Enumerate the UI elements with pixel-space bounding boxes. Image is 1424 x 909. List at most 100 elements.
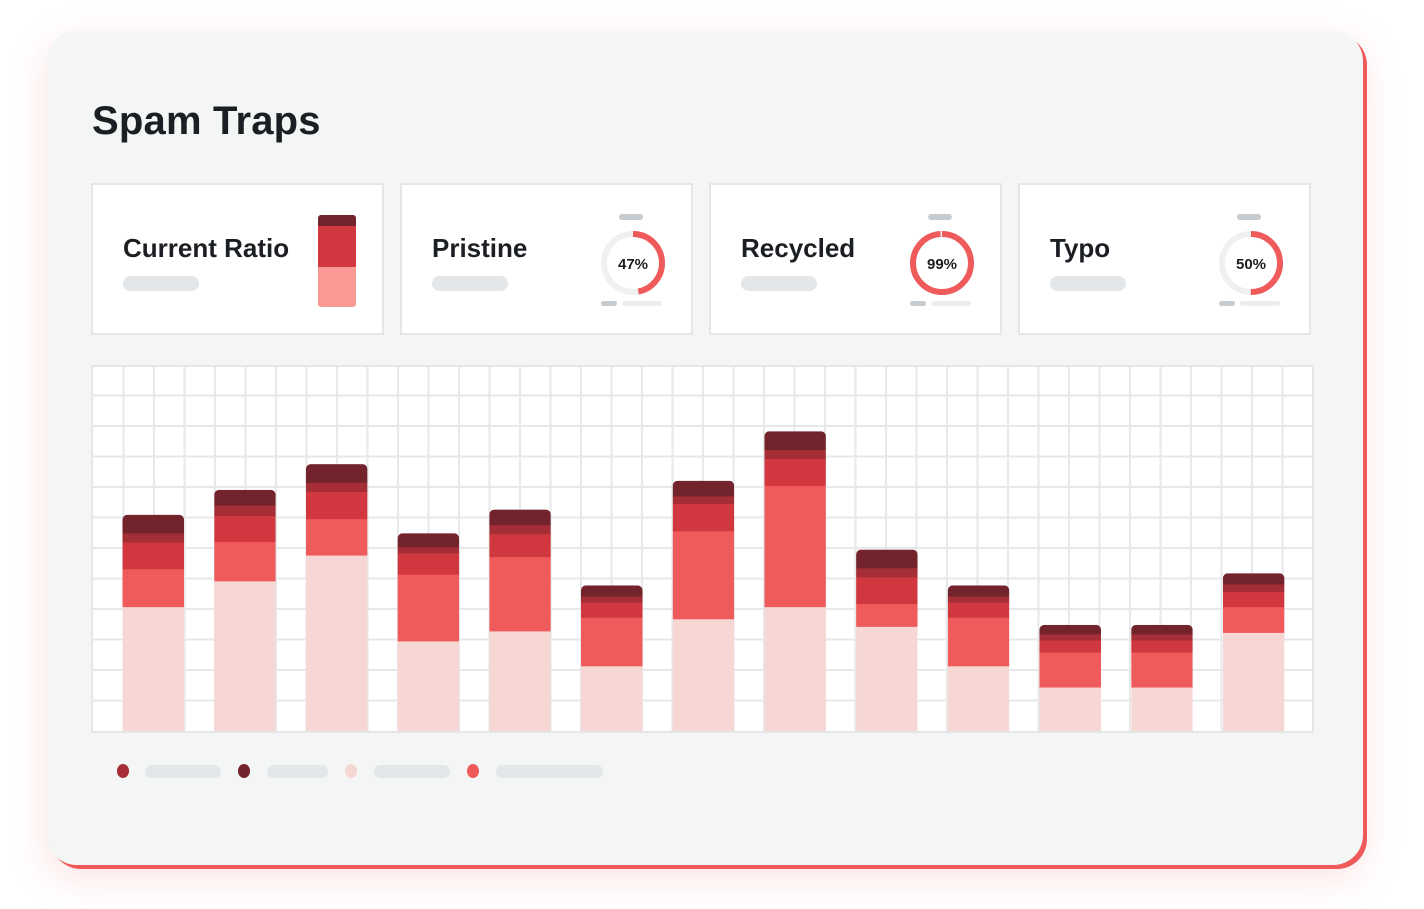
donut-indicator [619, 214, 643, 220]
bar-segment [489, 630, 551, 732]
bar-segment [489, 524, 551, 535]
donut-caption-a [601, 301, 617, 306]
bar-segment [947, 665, 1010, 732]
bar-segment [764, 458, 826, 486]
bar-segment [1131, 633, 1193, 641]
donut-chart [910, 231, 974, 295]
stat-label: Current Ratio [123, 233, 290, 263]
bar-segment [305, 518, 368, 556]
bar-segment [122, 542, 184, 570]
bar-segment [122, 514, 184, 534]
bar-segment [305, 464, 368, 483]
bar-segment [1222, 583, 1285, 592]
donut-caption-b [1240, 301, 1280, 306]
donut-arc [910, 231, 974, 295]
bar-segment [1131, 640, 1193, 653]
stat-card-recycled[interactable]: Recycled 99% [709, 183, 1002, 335]
bar-segment [947, 585, 1010, 597]
bar-segment [581, 602, 643, 618]
bar-stack [947, 585, 1010, 732]
bar-stack [672, 480, 735, 732]
recycled-donut: 99% [906, 211, 978, 311]
bar-segment [489, 533, 551, 558]
stat-placeholder [123, 276, 199, 291]
bar-segment [856, 549, 918, 569]
bar-segment [856, 626, 918, 732]
donut-indicator [928, 214, 952, 220]
bar-segment [214, 489, 276, 506]
bar-segment [397, 546, 460, 554]
bar-segment [489, 509, 551, 526]
bar-stack [397, 533, 460, 732]
bar-segment [581, 596, 643, 603]
bar-segment [397, 533, 460, 548]
stat-label: Recycled [741, 233, 856, 263]
stat-placeholder [741, 276, 817, 291]
typo-donut: 50% [1215, 211, 1287, 311]
bar-stack [581, 585, 643, 732]
bar-segment [1131, 687, 1193, 732]
bar-stack [764, 431, 826, 732]
donut-arc [1219, 231, 1283, 295]
legend-swatch [467, 764, 479, 778]
bar-segment [947, 617, 1010, 667]
chart-plot-area [93, 367, 1312, 732]
donut-caption-a [1219, 301, 1235, 306]
legend-label-placeholder [145, 765, 221, 778]
bar-segment [764, 606, 826, 732]
stat-label: Pristine [432, 233, 528, 263]
spam-traps-card: Spam Traps Current Ratio Pristine 47% Re… [47, 31, 1363, 865]
bar-segment [1131, 624, 1193, 635]
bar-stack [1131, 624, 1193, 732]
legend-swatch [117, 764, 129, 778]
chart-bars [122, 431, 1285, 732]
donut-caption-b [931, 301, 971, 306]
legend-label-placeholder [496, 765, 603, 778]
bar-segment [305, 555, 368, 732]
stat-card-current-ratio[interactable]: Current Ratio [91, 183, 384, 335]
donut-percent: 99% [926, 256, 958, 273]
bar-segment [1131, 652, 1193, 688]
bar-segment [581, 617, 643, 667]
bar-segment [1222, 606, 1285, 633]
ratio-bar [318, 215, 356, 307]
bar-segment [672, 530, 735, 620]
bar-segment [856, 576, 918, 605]
ratio-segment [318, 266, 356, 307]
bar-segment [489, 556, 551, 632]
ratio-segment [318, 215, 356, 227]
bar-segment [672, 503, 735, 532]
bar-segment [764, 449, 826, 460]
bar-stack [489, 509, 551, 732]
bar-segment [764, 485, 826, 608]
stat-card-typo[interactable]: Typo 50% [1018, 183, 1311, 335]
bar-stack [122, 514, 184, 732]
bar-segment [397, 640, 460, 732]
bar-segment [214, 515, 276, 542]
donut-arc [601, 231, 665, 295]
bar-segment [1039, 652, 1101, 688]
donut-caption-b [622, 301, 662, 306]
bar-segment [856, 603, 918, 627]
bar-stack [856, 549, 918, 732]
bar-segment [947, 602, 1010, 618]
bar-segment [1039, 624, 1101, 635]
bar-stack [1222, 573, 1285, 732]
bar-segment [214, 505, 276, 517]
stat-card-pristine[interactable]: Pristine 47% [400, 183, 693, 335]
bar-segment [214, 541, 276, 582]
stacked-bar-chart [91, 365, 1314, 733]
bar-segment [1039, 633, 1101, 641]
bar-segment [214, 580, 276, 732]
donut-caption-a [910, 301, 926, 306]
bar-segment [305, 491, 368, 520]
bar-segment [947, 596, 1010, 603]
donut-chart [601, 231, 665, 295]
bar-segment [1039, 687, 1101, 732]
bar-stack [1039, 624, 1101, 732]
page-title: Spam Traps [92, 99, 321, 143]
legend-label-placeholder [374, 765, 450, 778]
bar-segment [1222, 573, 1285, 585]
stat-placeholder [1050, 276, 1126, 291]
pristine-donut: 47% [597, 211, 669, 311]
